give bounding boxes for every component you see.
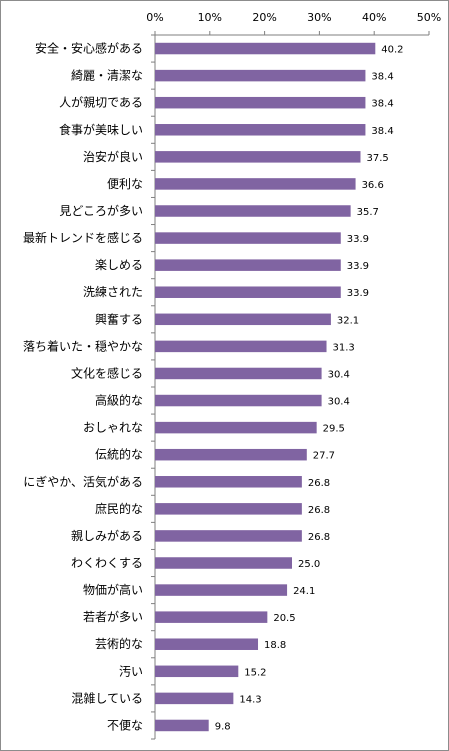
value-label: 26.8: [308, 505, 330, 516]
value-label: 29.5: [323, 424, 345, 435]
category-label: にぎやか、活気がある: [23, 474, 143, 489]
value-label: 18.8: [264, 640, 286, 651]
bar: [155, 448, 307, 461]
value-label: 24.1: [293, 586, 315, 597]
category-label: 汚い: [119, 664, 143, 678]
value-label: 38.4: [371, 99, 393, 110]
bar: [155, 584, 288, 596]
value-label: 33.9: [347, 234, 369, 245]
value-labels: 40.2 38.4 38.4 38.4 37.5 36.6 35.7 33.9 33.9 33.9…: [215, 45, 404, 733]
category-label: 安全・安心感がある: [35, 41, 143, 56]
category-label: おしゃれな: [83, 421, 143, 435]
category-labels: 安全・安心感がある綺麗・清潔な人が親切である食事が美味しい治安が良い便利な見どこ…: [23, 41, 143, 733]
bar: [155, 205, 351, 217]
value-label: 37.5: [367, 153, 389, 164]
value-label: 26.8: [308, 532, 330, 543]
category-label: 治安が良い: [83, 149, 143, 164]
x-tick-label: 40%: [362, 11, 386, 24]
bar: [155, 530, 302, 542]
category-label: 物価が高い: [83, 582, 143, 597]
value-label: 14.3: [239, 694, 261, 705]
category-label: 落ち着いた・穏やかな: [23, 338, 143, 353]
category-label: 混雑している: [71, 690, 143, 705]
category-label: 興奮する: [95, 311, 143, 326]
bar: [155, 151, 361, 163]
bar: [155, 232, 341, 244]
value-label: 32.1: [337, 315, 359, 326]
category-label: 人が親切である: [59, 95, 143, 110]
category-label: 楽しめる: [95, 258, 143, 272]
bar: [155, 476, 302, 488]
x-tick-label: 50%: [417, 11, 441, 24]
bar: [155, 178, 356, 190]
bar: [155, 394, 322, 407]
value-label: 33.9: [347, 288, 369, 299]
value-label: 31.3: [333, 342, 355, 353]
bar: [155, 124, 366, 136]
value-label: 38.4: [371, 72, 393, 83]
x-tick-label: 0%: [146, 11, 163, 24]
bar: [155, 692, 234, 705]
value-label: 36.6: [362, 180, 384, 191]
value-label: 38.4: [371, 126, 393, 137]
value-label: 27.7: [313, 451, 335, 462]
category-label: 若者が多い: [83, 609, 143, 624]
bar: [155, 719, 209, 732]
bar: [155, 665, 239, 678]
value-label: 33.9: [347, 261, 369, 272]
category-label: 不便な: [107, 718, 143, 732]
value-label: 26.8: [308, 478, 330, 489]
bar: [155, 340, 327, 353]
x-tick-label: 10%: [198, 11, 222, 24]
bar: [155, 42, 376, 55]
value-label: 20.5: [273, 613, 295, 624]
category-label: 庶民的な: [95, 501, 143, 516]
category-label: 芸術的な: [95, 636, 143, 651]
bar: [155, 313, 331, 326]
bar: [155, 503, 302, 515]
category-label: わくわくする: [71, 556, 143, 570]
category-label: 綺麗・清潔な: [71, 68, 143, 83]
bar: [155, 367, 322, 380]
bar: [155, 96, 366, 109]
bar: [155, 286, 341, 298]
category-label: 高級的な: [95, 393, 143, 408]
bars: [155, 42, 376, 732]
value-label: 30.4: [328, 369, 350, 380]
value-label: 15.2: [244, 667, 266, 678]
bar: [155, 557, 292, 569]
value-label: 35.7: [357, 207, 379, 218]
bar: [155, 259, 341, 271]
category-label: 洗練された: [83, 285, 143, 299]
category-label: 食事が美味しい: [59, 122, 143, 137]
category-label: 親しみがある: [71, 528, 143, 543]
bar: [155, 611, 268, 623]
bar: [155, 69, 366, 82]
value-label: 40.2: [381, 45, 403, 56]
value-label: 25.0: [298, 559, 320, 570]
x-tick-label: 30%: [307, 11, 331, 24]
value-label: 30.4: [328, 397, 350, 408]
bar: [155, 421, 317, 434]
x-tick-label: 20%: [252, 11, 276, 24]
bar: [155, 638, 259, 650]
category-label: 便利な: [107, 177, 143, 191]
category-label: 最新トレンドを感じる: [23, 230, 143, 245]
value-label: 9.8: [215, 721, 231, 732]
category-label: 文化を感じる: [71, 365, 143, 380]
category-label: 見どころが多い: [59, 203, 143, 218]
category-label: 伝統的な: [95, 447, 143, 462]
